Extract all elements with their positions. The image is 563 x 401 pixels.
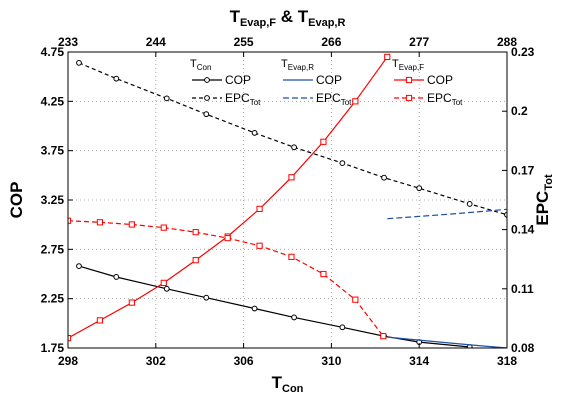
series-3 (387, 208, 507, 220)
data-point-4-1 (96, 317, 104, 324)
x-tick-label: 302 (146, 354, 166, 368)
y-tick-label: 1.75 (41, 341, 65, 355)
legend-header: TEvap,F (392, 58, 424, 72)
x-tick-label: 318 (497, 354, 517, 368)
legend-label: COP (225, 73, 251, 87)
data-point-5-6 (256, 242, 263, 249)
series-1 (76, 59, 507, 218)
series-5 (68, 217, 387, 340)
data-point-4-3 (160, 279, 167, 286)
top-tick-label: 233 (58, 35, 78, 49)
data-point-1-1 (113, 75, 120, 82)
legend-header: TCon (190, 58, 211, 72)
data-point-0-6 (339, 324, 346, 331)
legend-swatch-marker (405, 94, 413, 102)
series-0 (76, 263, 473, 348)
grid (68, 52, 507, 348)
x-tick-label: 298 (58, 354, 78, 368)
legend-label: EPCTot (427, 91, 463, 107)
y2-tick-label: 0.23 (511, 45, 535, 59)
legend-label: COP (427, 73, 453, 87)
top-tick-label: 288 (497, 35, 517, 49)
legend-header: TEvap,R (281, 58, 314, 72)
y-tick-label: 2.75 (41, 242, 65, 256)
data-point-5-4 (192, 229, 199, 236)
top-tick-label: 266 (321, 35, 341, 49)
legend-swatch-marker (204, 77, 210, 83)
axes-layer: 298 302 306 310 314 318 233 244 255 266 277 288 1.75… (7, 7, 555, 395)
series-line-3 (387, 208, 507, 220)
top-axis-label: TEvap,F & TEvap,R (230, 7, 346, 29)
y-tick-label: 3.75 (41, 144, 65, 158)
data-point-0-1 (113, 274, 120, 280)
data-point-0-4 (251, 305, 258, 312)
legend-group-0: TCon COP EPCTot (190, 58, 261, 107)
data-point-5-10 (380, 333, 387, 340)
y2-tick-label: 0.17 (511, 163, 535, 177)
y2-tick-label: 0.11 (511, 282, 534, 296)
data-point-4-2 (128, 299, 135, 306)
top-tick-label: 244 (146, 35, 166, 49)
series-2 (387, 336, 507, 348)
legend-swatch-marker (204, 95, 210, 101)
series-layer (68, 53, 507, 348)
legend-swatch-marker (405, 76, 413, 84)
y-tick-label: 3.25 (41, 193, 65, 207)
y-tick-label: 4.25 (41, 94, 65, 108)
data-point-1-10 (504, 211, 507, 218)
data-point-5-7 (288, 253, 295, 260)
data-point-4-10 (384, 53, 391, 61)
data-point-1-8 (416, 185, 423, 192)
data-point-5-2 (128, 221, 135, 228)
data-point-0-5 (291, 314, 297, 321)
data-point-4-8 (320, 138, 327, 145)
data-point-5-9 (352, 296, 359, 303)
data-point-5-1 (96, 219, 104, 226)
legend-label: EPCTot (316, 91, 352, 107)
data-point-1-4 (251, 130, 258, 136)
data-point-4-6 (256, 205, 263, 212)
data-point-5-8 (320, 270, 327, 278)
top-tick-label: 277 (409, 35, 429, 49)
y-tick-label: 4.75 (41, 45, 65, 59)
y2-axis-label: EPCTot (533, 174, 555, 226)
data-point-1-5 (291, 144, 297, 151)
data-point-1-7 (381, 174, 387, 181)
x-tick-label: 314 (409, 354, 429, 368)
series-line-2 (387, 336, 507, 348)
data-point-4-9 (352, 98, 359, 105)
legend-label: COP (316, 73, 342, 87)
x-tick-label: 306 (234, 354, 254, 368)
x-axis-label: TCon (272, 373, 304, 395)
data-point-1-0 (76, 59, 82, 66)
top-tick-label: 255 (234, 35, 254, 49)
data-point-5-5 (224, 234, 231, 242)
y2-tick-label: 0.08 (511, 341, 535, 355)
data-point-0-0 (76, 263, 82, 270)
series-line-0 (78, 265, 470, 348)
legend: TConCOPEPCTotTEvap,RCOPEPCTotTEvap,FCOPE… (190, 58, 463, 107)
data-point-0-2 (163, 285, 170, 292)
data-point-1-3 (203, 111, 210, 118)
data-point-4-7 (288, 174, 295, 181)
data-point-1-6 (339, 160, 346, 166)
y2-tick-label: 0.14 (511, 223, 535, 237)
data-point-5-3 (160, 224, 167, 231)
data-point-1-2 (163, 95, 170, 102)
y2-tick-label: 0.2 (511, 104, 528, 118)
y-axis-label: COP (7, 182, 26, 219)
data-point-1-9 (466, 201, 473, 207)
data-point-0-3 (203, 294, 210, 301)
legend-label: EPCTot (225, 91, 261, 107)
x-tick-label: 310 (321, 354, 341, 368)
y-tick-label: 2.25 (41, 292, 65, 306)
data-point-4-4 (192, 257, 199, 264)
